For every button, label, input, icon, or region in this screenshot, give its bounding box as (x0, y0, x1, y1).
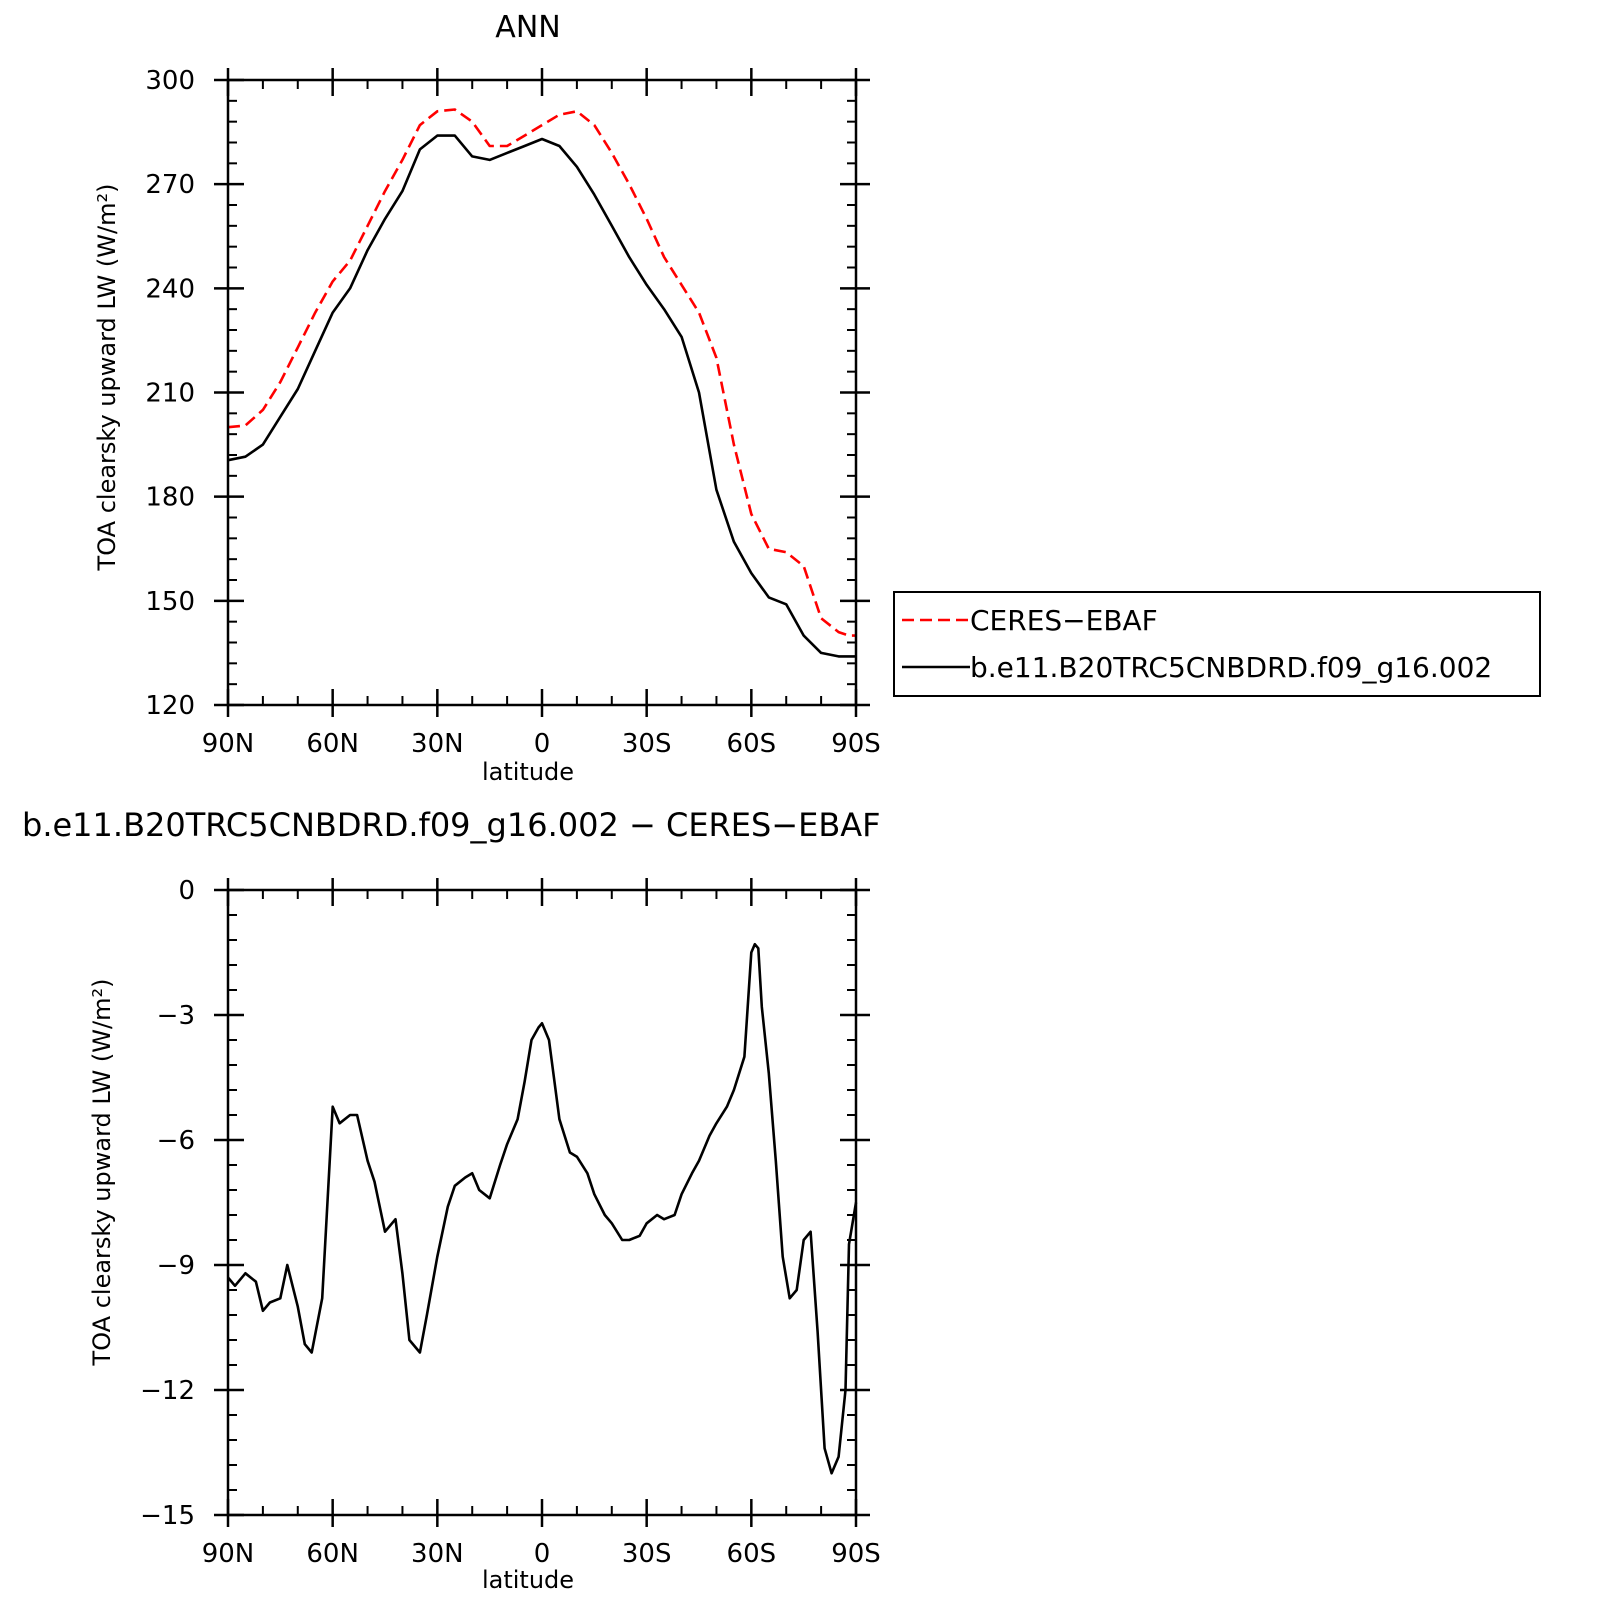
x-tick-label: 60N (306, 729, 359, 759)
series-line (227, 134, 856, 658)
y-axis-label: TOA clearsky upward LW (W/m²) (93, 184, 121, 572)
y-tick-label: 240 (145, 274, 195, 304)
plot-frame (226, 78, 858, 707)
x-tick-label: 90S (831, 729, 881, 759)
x-tick-label: 60N (306, 1539, 359, 1569)
series-layer (227, 942, 858, 1475)
plot-area-border (226, 888, 858, 1517)
y-axis-label: TOA clearsky upward LW (W/m²) (88, 979, 116, 1367)
plot-frame (226, 888, 858, 1517)
y-tick-label: 270 (145, 170, 195, 200)
y-tick-label: −12 (140, 1376, 195, 1406)
axis-ticks: 90N 60N 30N 0 30S 60S 90S −15 −12 −9 −6 −3 0 (140, 876, 881, 1569)
y-tick-label: 180 (145, 483, 195, 513)
legend: CERES−EBAF b.e11.B20TRC5CNBDRD.f09_g16.00… (893, 591, 1541, 697)
plot-area-border (226, 78, 858, 707)
y-tick-label: −15 (140, 1501, 195, 1531)
y-tick-label: −9 (157, 1251, 195, 1281)
series-line (227, 108, 856, 637)
chart-title: ANN (495, 10, 560, 45)
legend-label: CERES−EBAF (970, 604, 1158, 637)
x-tick-label: 60S (727, 1539, 777, 1569)
y-tick-label: 120 (145, 691, 195, 721)
chart-top: ANN latitude TOA clearsky upward LW (W/m… (93, 10, 1541, 786)
y-tick-label: 0 (178, 876, 195, 906)
x-tick-label: 0 (534, 1539, 551, 1569)
series-line (227, 942, 858, 1475)
x-tick-label: 90S (831, 1539, 881, 1569)
y-tick-label: −3 (157, 1001, 195, 1031)
x-axis-label: latitude (482, 1566, 574, 1594)
x-tick-label: 30N (411, 729, 464, 759)
x-tick-label: 90N (202, 729, 255, 759)
x-tick-label: 30N (411, 1539, 464, 1569)
legend-box (893, 591, 1541, 697)
series-layer (227, 108, 856, 658)
y-tick-label: 300 (145, 66, 195, 96)
x-axis-label: latitude (482, 758, 574, 786)
x-tick-label: 0 (534, 729, 551, 759)
x-tick-label: 60S (727, 729, 777, 759)
chart-bottom: b.e11.B20TRC5CNBDRD.f09_g16.002 − CERES−… (22, 806, 881, 1594)
axis-ticks: 90N 60N 30N 0 30S 60S 90S 120 150 180 210 240 270 300 (145, 66, 880, 759)
y-tick-label: −6 (157, 1126, 195, 1156)
y-tick-label: 210 (145, 379, 195, 409)
y-tick-label: 150 (145, 587, 195, 617)
x-tick-label: 90N (202, 1539, 255, 1569)
x-tick-label: 30S (622, 1539, 672, 1569)
legend-label: b.e11.B20TRC5CNBDRD.f09_g16.002 (970, 651, 1492, 684)
x-tick-label: 30S (622, 729, 672, 759)
chart-title: b.e11.B20TRC5CNBDRD.f09_g16.002 − CERES−… (22, 806, 881, 844)
